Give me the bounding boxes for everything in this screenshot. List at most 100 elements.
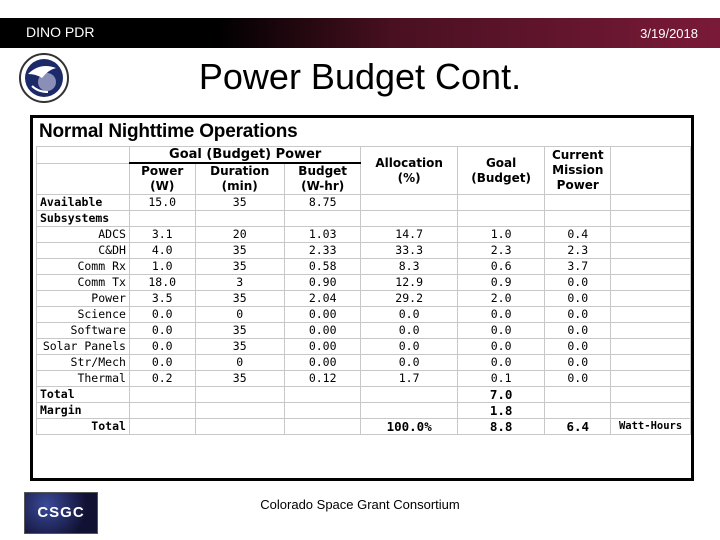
cell-current: 0.0 [544, 338, 612, 355]
goal-header: Goal (Budget) [456, 146, 546, 195]
table-header-row-2: Power (W) Duration (min) Budget (W-hr) [36, 162, 691, 195]
cell-goal: 0.9 [456, 274, 546, 291]
available-label: Available [36, 194, 130, 211]
slide-title: Power Budget Cont. [198, 56, 522, 97]
power-budget-table: Goal (Budget) Power Allocation (%) Goal (B… [36, 146, 691, 435]
header-bar: DINO PDR 3/19/2018 [0, 18, 720, 48]
cell-duration: 35 [194, 290, 285, 307]
cell-power: 1.0 [128, 258, 196, 275]
total-row: Total 7.0 [36, 386, 691, 403]
cell-duration: 0 [194, 306, 285, 323]
subsystem-name: Comm Tx [36, 274, 130, 291]
table-row: Thermal 0.2 35 0.12 1.7 0.1 0.0 [36, 370, 691, 387]
table-heading: Normal Nighttime Operations [39, 121, 298, 142]
header-date: 3/19/2018 [640, 26, 698, 41]
cell-alloc: 0.0 [360, 354, 458, 371]
cell-goal: 2.0 [456, 290, 546, 307]
grand-total-goal: 8.8 [456, 418, 546, 435]
cell-duration: 3 [194, 274, 285, 291]
subsystem-name: ADCS [36, 226, 130, 243]
subsystem-name: Power [36, 290, 130, 307]
subsystem-name: C&DH [36, 242, 130, 259]
cell-power: 3.1 [128, 226, 196, 243]
cell-power: 0.0 [128, 338, 196, 355]
cell-budget: 0.58 [283, 258, 362, 275]
table-header-row-1: Goal (Budget) Power Allocation (%) Goal (B… [36, 146, 691, 195]
cell-alloc: 8.3 [360, 258, 458, 275]
subsystem-name: Comm Rx [36, 258, 130, 275]
table-row: Comm Rx 1.0 35 0.58 8.3 0.6 3.7 [36, 258, 691, 275]
cell-current: 0.0 [544, 274, 612, 291]
subsystem-name: Str/Mech [36, 354, 130, 371]
table-row: ADCS 3.1 20 1.03 14.7 1.0 0.4 [36, 226, 691, 243]
margin-row: Margin 1.8 [36, 402, 691, 419]
cell-alloc: 14.7 [360, 226, 458, 243]
grand-total-current: 6.4 [544, 418, 612, 435]
cell-alloc: 0.0 [360, 306, 458, 323]
cell-alloc: 33.3 [360, 242, 458, 259]
grand-total-row: Total 100.0% 8.8 6.4 Watt-Hours [36, 418, 691, 435]
cell-goal: 0.0 [456, 354, 546, 371]
cell-budget: 2.04 [283, 290, 362, 307]
table-row: Solar Panels 0.0 35 0.00 0.0 0.0 0.0 [36, 338, 691, 355]
cell-budget: 0.00 [283, 306, 362, 323]
cell-budget: 0.00 [283, 322, 362, 339]
table-row: Science 0.0 0 0.00 0.0 0.0 0.0 [36, 306, 691, 323]
subsystems-row: Subsystems [36, 210, 691, 227]
table-row: Comm Tx 18.0 3 0.90 12.9 0.9 0.0 [36, 274, 691, 291]
cell-budget: 0.90 [283, 274, 362, 291]
cell-power: 4.0 [128, 242, 196, 259]
cell-current: 0.0 [544, 370, 612, 387]
footer-text: Colorado Space Grant Consortium [260, 497, 460, 512]
subsystem-rows: ADCS 3.1 20 1.03 14.7 1.0 0.4 C&DH 4.0 35 2.33 33.3… [36, 226, 691, 387]
cell-duration: 35 [194, 258, 285, 275]
cell-alloc: 0.0 [360, 322, 458, 339]
cell-alloc: 1.7 [360, 370, 458, 387]
cell-budget: 2.33 [283, 242, 362, 259]
cell-power: 0.2 [128, 370, 196, 387]
mission-logo-icon [19, 53, 69, 103]
cell-duration: 35 [194, 370, 285, 387]
table-row: Software 0.0 35 0.00 0.0 0.0 0.0 [36, 322, 691, 339]
cell-goal: 0.0 [456, 306, 546, 323]
cell-current: 0.4 [544, 226, 612, 243]
cell-current: 2.3 [544, 242, 612, 259]
unit-label: Watt-Hours [610, 418, 691, 435]
cell-power: 18.0 [128, 274, 196, 291]
cell-current: 0.0 [544, 354, 612, 371]
table-row: C&DH 4.0 35 2.33 33.3 2.3 2.3 [36, 242, 691, 259]
subsystem-name: Software [36, 322, 130, 339]
cell-power: 0.0 [128, 354, 196, 371]
budget-header: Budget (W-hr) [283, 162, 362, 195]
subsystems-label: Subsystems [36, 210, 130, 227]
cell-goal: 0.1 [456, 370, 546, 387]
duration-header: Duration (min) [194, 162, 285, 195]
cell-budget: 0.12 [283, 370, 362, 387]
cell-goal: 1.0 [456, 226, 546, 243]
subsystem-name: Science [36, 306, 130, 323]
cell-budget: 1.03 [283, 226, 362, 243]
margin-goal: 1.8 [456, 402, 546, 419]
table-row: Power 3.5 35 2.04 29.2 2.0 0.0 [36, 290, 691, 307]
cell-power: 3.5 [128, 290, 196, 307]
cell-alloc: 0.0 [360, 338, 458, 355]
cell-goal: 0.0 [456, 338, 546, 355]
cell-current: 0.0 [544, 322, 612, 339]
available-row: Available 15.0 35 8.75 [36, 194, 691, 211]
current-mission-power-header: Current Mission Power [544, 146, 612, 195]
table-row: Str/Mech 0.0 0 0.00 0.0 0.0 0.0 [36, 354, 691, 371]
cell-duration: 20 [194, 226, 285, 243]
goal-budget-power-header: Goal (Budget) Power [128, 146, 362, 164]
cell-duration: 0 [194, 354, 285, 371]
power-header: Power (W) [128, 162, 196, 195]
cell-current: 0.0 [544, 306, 612, 323]
cell-alloc: 29.2 [360, 290, 458, 307]
header-left-text: DINO PDR [26, 24, 95, 40]
subsystem-name: Solar Panels [36, 338, 130, 355]
cell-alloc: 12.9 [360, 274, 458, 291]
cell-duration: 35 [194, 322, 285, 339]
cell-budget: 0.00 [283, 354, 362, 371]
cell-goal: 2.3 [456, 242, 546, 259]
cell-current: 0.0 [544, 290, 612, 307]
cell-power: 0.0 [128, 322, 196, 339]
